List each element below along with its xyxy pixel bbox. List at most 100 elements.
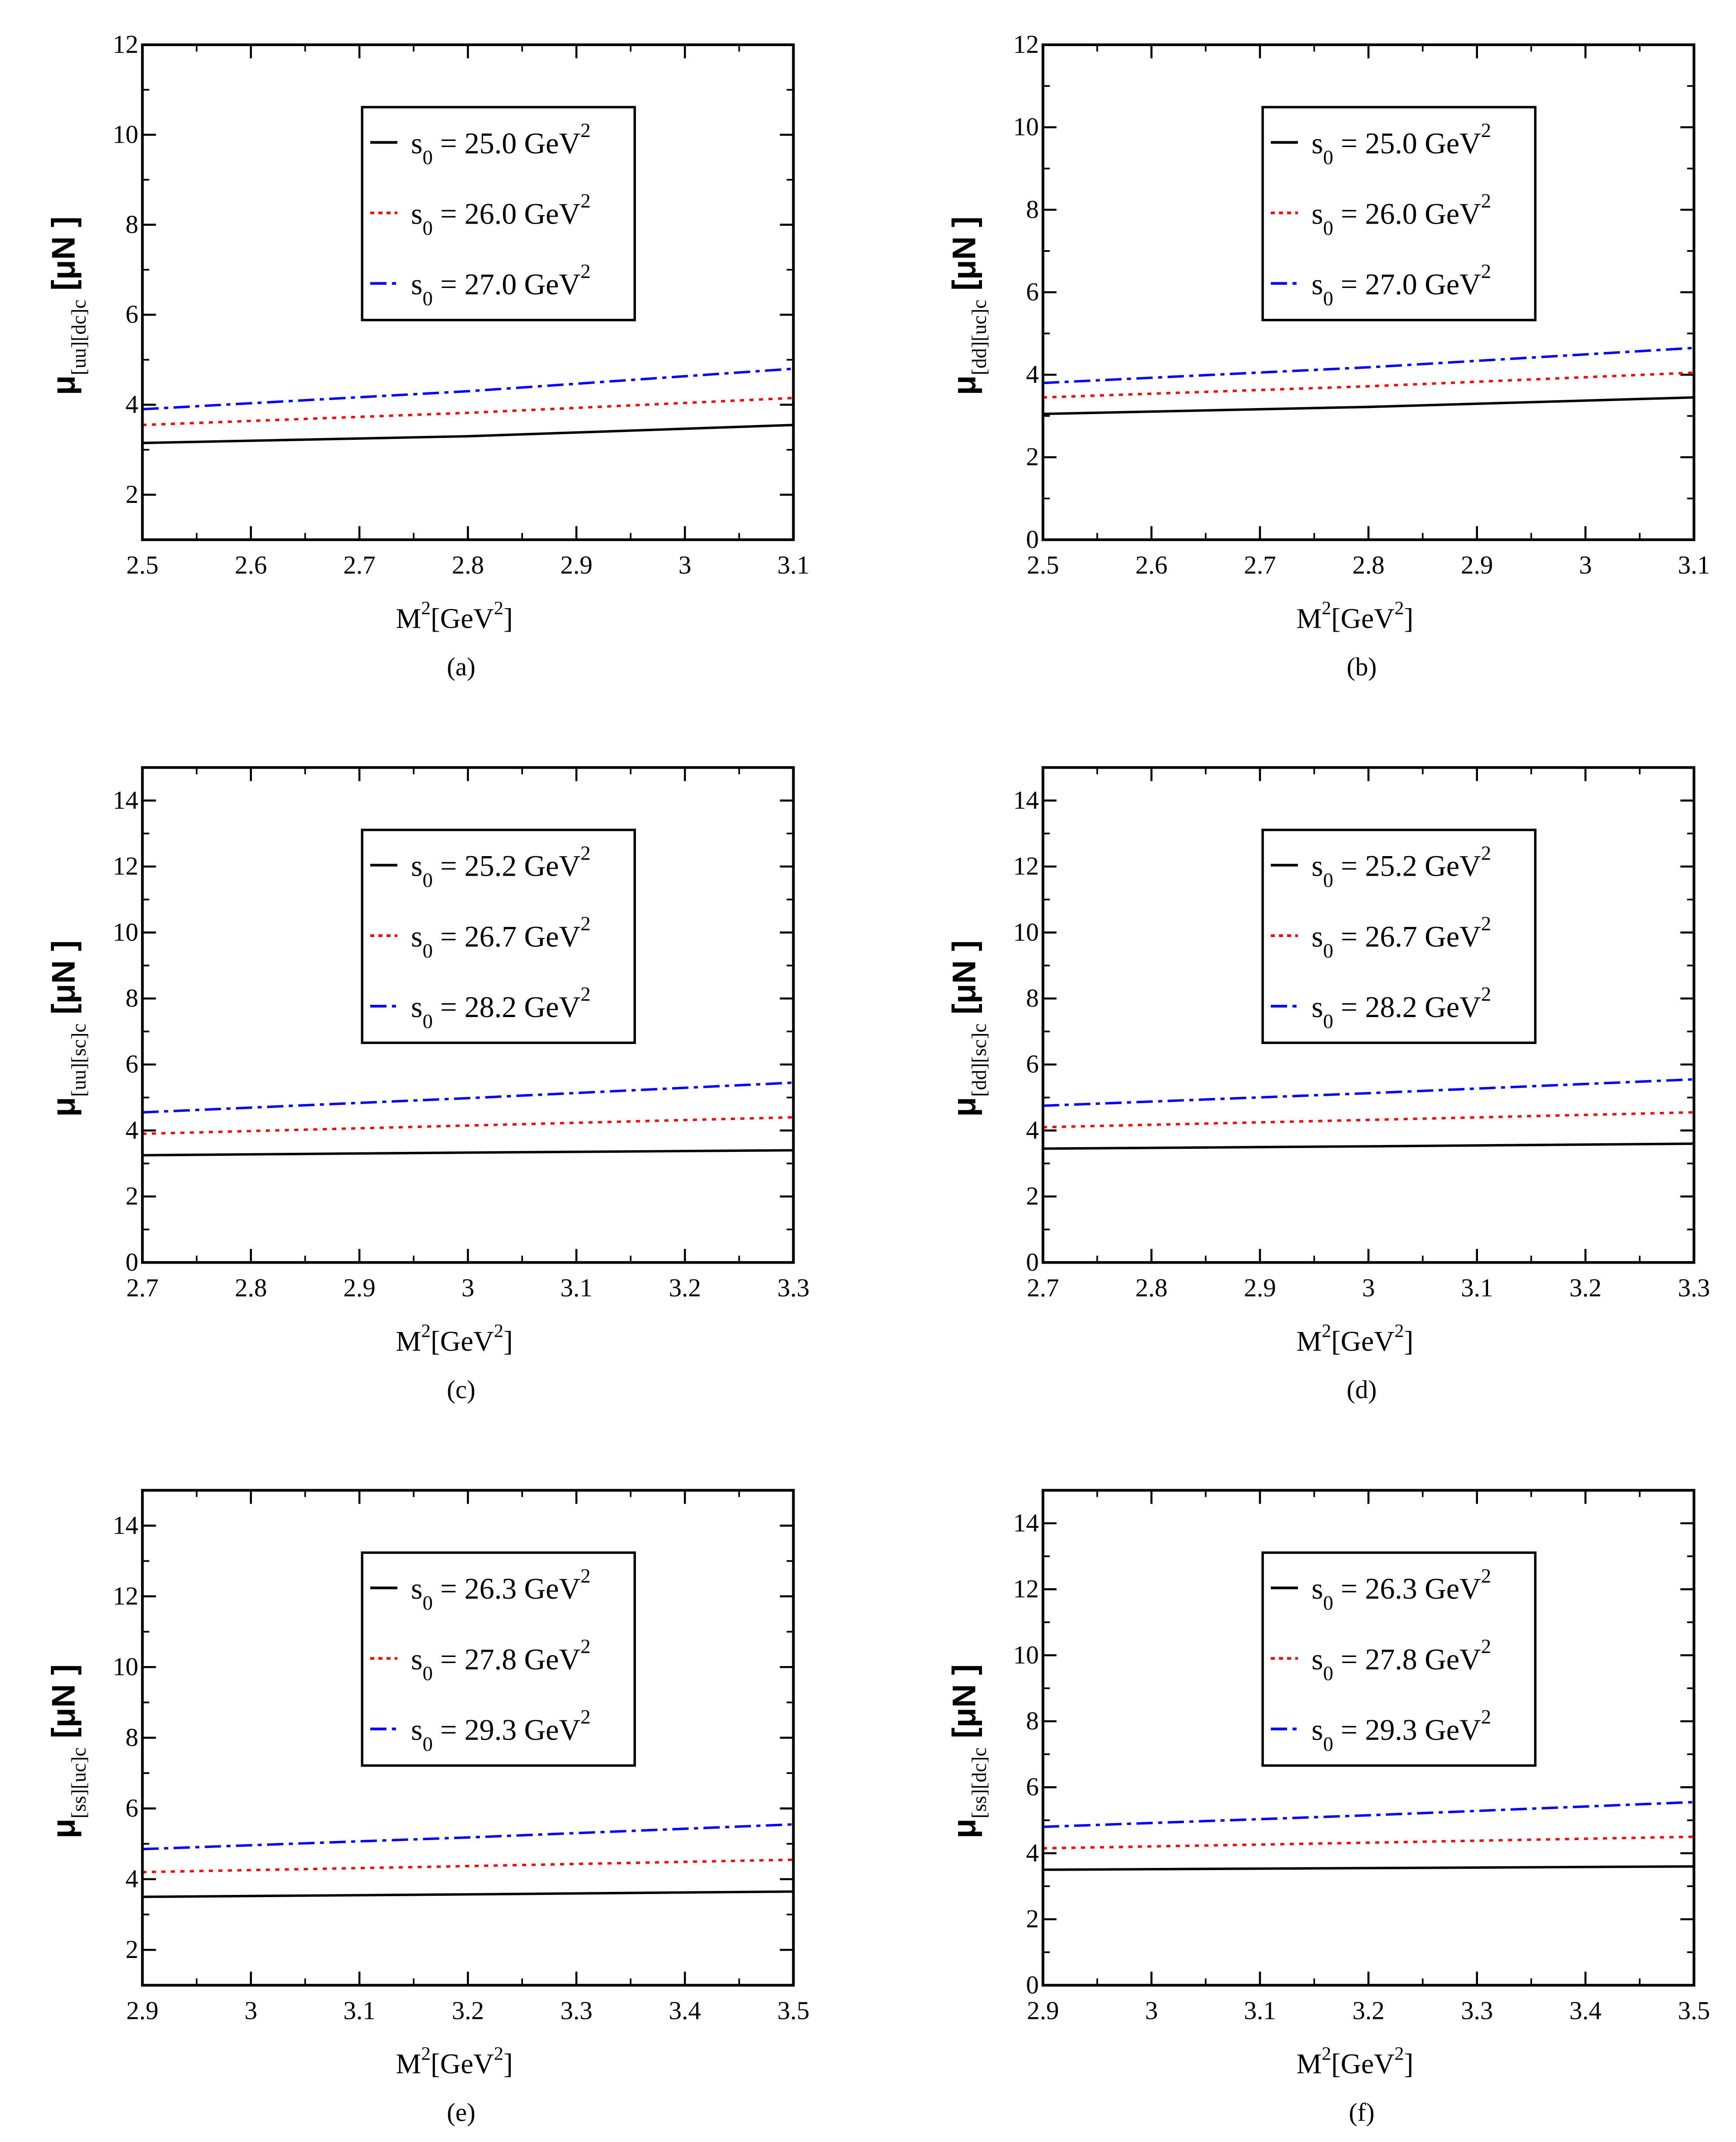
y-axis-label: μ[uu][dc]c [μN ] [45, 217, 90, 395]
panel-caption: (a) [447, 652, 476, 681]
legend-value: = 27.0 GeV [433, 268, 581, 301]
y-axis-label: μ[uu][sc]c [μN ] [45, 940, 90, 1117]
y-tick-label: 10 [1013, 1640, 1039, 1669]
y-tick-label: 2 [1026, 1904, 1039, 1933]
ylabel-mu: μ [45, 1097, 81, 1117]
legend-value: = 27.8 GeV [433, 1643, 581, 1676]
legend-s: s [1311, 197, 1323, 230]
x-tick-label: 2.5 [1027, 551, 1059, 579]
plot-frame [1042, 1489, 1696, 1987]
y-tick-label: 2 [125, 1181, 138, 1210]
ylabel-sub: [dd][sc]c [968, 1024, 991, 1097]
x-tick-label: 3 [245, 1996, 258, 2025]
x-axis-label: M2[GeV2] [396, 2043, 513, 2080]
legend-box [1261, 106, 1537, 321]
legend-s: s [411, 1713, 423, 1746]
series-line-25.2 [1043, 1142, 1694, 1150]
panel-caption: (e) [447, 2098, 476, 2126]
legend-entry: s0 = 25.2 GeV2 [411, 842, 591, 891]
plot-frame [141, 1489, 795, 1987]
y-axis-label: μ[dd][sc]c [μN ] [945, 940, 991, 1117]
legend-s: s [1311, 1643, 1323, 1676]
legend-box [1261, 1551, 1537, 1767]
xlabel-unit: [GeV [431, 2048, 494, 2080]
series-line-27.0 [1042, 346, 1694, 385]
x-axis-label: M2[GeV2] [396, 1321, 513, 1357]
panel-caption: (b) [1347, 652, 1377, 681]
y-tick-label: 0 [1026, 1970, 1039, 1999]
y-tick-label: 4 [125, 1864, 138, 1893]
x-tick-label: 3.1 [1461, 1273, 1493, 1302]
xlabel-m: M [1297, 2048, 1322, 2080]
y-tick-label: 14 [1013, 786, 1039, 814]
xlabel-sup: 2 [494, 1321, 503, 1342]
y-tick-label: 2 [125, 480, 138, 509]
legend-entry: s0 = 28.2 GeV2 [1311, 983, 1491, 1033]
y-tick-label: 6 [1026, 1772, 1039, 1801]
legend-entry: s0 = 29.3 GeV2 [411, 1706, 591, 1755]
xlabel-m: M [396, 603, 421, 634]
series-line-26.3 [1043, 1865, 1694, 1871]
y-tick-label: 2 [125, 1935, 138, 1964]
y-tick-label: 12 [113, 1581, 138, 1610]
x-tick-label: 3 [462, 1273, 475, 1302]
legend-s: s [411, 920, 423, 953]
series-line-25.0 [1043, 396, 1694, 415]
y-tick-label: 8 [125, 984, 138, 1012]
legend-sup: 2 [580, 1706, 590, 1728]
xlabel-unit: [GeV [1331, 603, 1394, 634]
xlabel-sup: 2 [421, 2043, 431, 2064]
legend-s: s [411, 850, 423, 883]
legend-value: = 28.2 GeV [433, 991, 581, 1024]
xlabel-close: ] [1404, 2048, 1414, 2080]
xlabel-sup: 2 [1322, 1321, 1331, 1342]
y-axis-label: μ[ss][uc]c [μN ] [45, 1664, 90, 1838]
legend-value: = 26.0 GeV [1333, 197, 1481, 230]
ylabel-mu: μ [45, 375, 81, 395]
plot-frame [1042, 766, 1696, 1264]
xlabel-sup: 2 [494, 2043, 503, 2064]
ylabel-sub: [uu][dc]c [67, 300, 90, 375]
x-tick-label: 2.7 [1027, 1273, 1059, 1302]
x-tick-label: 3.3 [778, 1273, 810, 1302]
legend-sub: 0 [422, 1592, 432, 1614]
legend-entry: s0 = 26.7 GeV2 [411, 912, 591, 962]
legend-sup: 2 [1481, 119, 1491, 142]
legend-value: = 26.7 GeV [1333, 920, 1481, 953]
xlabel-close: ] [503, 603, 513, 634]
x-tick-label: 2.7 [1244, 551, 1276, 579]
y-tick-label: 2 [1026, 442, 1039, 471]
xlabel-unit: [GeV [431, 603, 494, 634]
panel-caption: (c) [447, 1375, 476, 1404]
y-axis-label: μ[dd][uc]c [μN ] [945, 217, 991, 395]
legend-sub: 0 [422, 287, 432, 310]
series-line-28.2 [142, 1081, 794, 1114]
legend-entry: s0 = 26.3 GeV2 [1311, 1565, 1491, 1614]
legend-entry: s0 = 26.7 GeV2 [1311, 912, 1491, 962]
series-line-27.8 [142, 1858, 794, 1874]
legend-sub: 0 [1323, 217, 1333, 239]
xlabel-unit: [GeV [1331, 2048, 1394, 2080]
legend-sub: 0 [1323, 1010, 1333, 1033]
x-tick-label: 2.8 [1135, 1273, 1167, 1302]
legend-entry: s0 = 25.0 GeV2 [1311, 119, 1491, 169]
legend-box [361, 1551, 636, 1767]
legend-sub: 0 [1323, 287, 1333, 310]
y-tick-label: 10 [113, 1652, 138, 1681]
legend-sub: 0 [1323, 1733, 1333, 1755]
ylabel-unit: [μN ] [45, 940, 81, 1024]
x-tick-label: 2.9 [560, 551, 593, 579]
x-tick-label: 2.5 [126, 551, 158, 579]
xlabel-sup: 2 [494, 598, 503, 619]
x-tick-label: 2.7 [343, 551, 375, 579]
legend-sub: 0 [422, 146, 432, 169]
x-tick-label: 2.8 [1352, 551, 1384, 579]
x-tick-label: 3 [678, 551, 691, 579]
legend-sub: 0 [422, 1733, 432, 1755]
legend-value: = 26.3 GeV [433, 1572, 581, 1605]
legend-sub: 0 [1323, 869, 1333, 892]
